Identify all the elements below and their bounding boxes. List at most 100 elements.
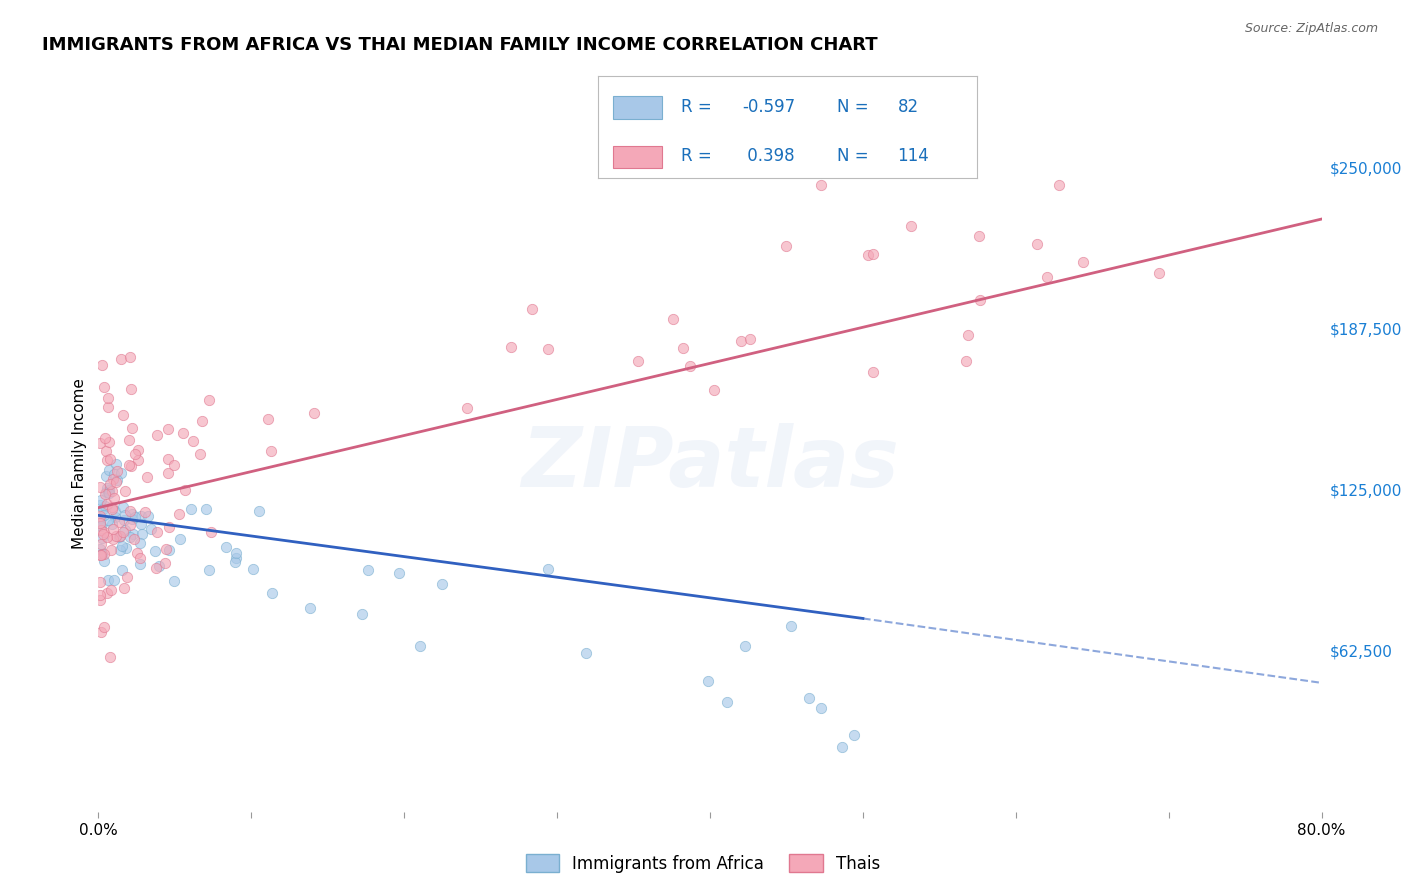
Point — [89, 516, 111, 530]
Point — [100, 476, 122, 491]
Point — [98, 463, 121, 477]
Point — [108, 529, 131, 543]
Point — [247, 504, 270, 518]
Point — [112, 525, 135, 540]
Point — [110, 351, 132, 366]
Point — [730, 334, 752, 349]
Point — [432, 576, 454, 591]
Point — [129, 557, 152, 571]
Point — [350, 607, 373, 622]
Point — [108, 542, 131, 557]
Point — [409, 639, 432, 653]
Point — [90, 519, 112, 533]
Point — [98, 486, 121, 500]
Point — [169, 532, 191, 546]
Point — [856, 248, 879, 262]
Point — [215, 540, 238, 554]
Point — [89, 588, 111, 602]
Point — [98, 434, 121, 449]
Point — [96, 530, 118, 544]
Point — [93, 527, 115, 541]
Point — [388, 566, 411, 580]
Point — [108, 529, 131, 543]
Point — [157, 451, 180, 466]
Point — [90, 531, 112, 545]
Point — [121, 526, 143, 541]
Point — [198, 392, 221, 407]
Point — [156, 466, 179, 480]
Point — [167, 507, 190, 521]
Point — [98, 452, 121, 467]
Point — [157, 520, 180, 534]
Text: -0.597: -0.597 — [742, 97, 794, 116]
Point — [200, 524, 222, 539]
Point — [124, 532, 146, 546]
Point — [107, 473, 129, 487]
Point — [129, 508, 152, 523]
Point — [799, 690, 821, 705]
Point — [120, 350, 142, 364]
Point — [105, 464, 128, 478]
Point — [260, 444, 283, 458]
Point — [108, 530, 131, 544]
Point — [242, 562, 264, 576]
Text: R =: R = — [681, 147, 717, 165]
Point — [1047, 178, 1070, 192]
Point — [114, 484, 136, 499]
Point — [108, 515, 131, 529]
Point — [957, 328, 980, 343]
Point — [679, 359, 702, 373]
Point — [121, 507, 143, 521]
Point — [734, 640, 756, 654]
Point — [101, 517, 124, 532]
Point — [103, 472, 125, 486]
Point — [135, 470, 157, 484]
Point — [257, 412, 280, 426]
Point — [155, 541, 177, 556]
Point — [104, 510, 127, 524]
Point — [93, 620, 115, 634]
Point — [91, 548, 114, 562]
Point — [112, 500, 135, 515]
Point — [738, 332, 761, 346]
Point — [1025, 237, 1047, 252]
Point — [260, 586, 283, 600]
Point — [100, 500, 122, 514]
Text: R =: R = — [681, 97, 717, 116]
Point — [89, 541, 111, 556]
Point — [120, 382, 142, 396]
Point — [103, 491, 125, 505]
Point — [831, 740, 853, 755]
Point — [93, 508, 115, 522]
Point — [101, 522, 124, 536]
Point — [118, 433, 141, 447]
Point — [779, 619, 801, 633]
Point — [145, 561, 167, 575]
Point — [118, 518, 141, 533]
Point — [96, 586, 118, 600]
Point — [456, 401, 478, 415]
Point — [197, 563, 219, 577]
Point — [862, 247, 884, 261]
Point — [100, 650, 122, 665]
FancyBboxPatch shape — [613, 96, 662, 119]
Point — [103, 467, 125, 481]
Point — [575, 646, 598, 660]
Point — [89, 498, 111, 512]
Point — [112, 512, 135, 526]
Point — [96, 485, 118, 500]
Point — [224, 555, 246, 569]
Point — [94, 431, 117, 445]
Point — [121, 512, 143, 526]
Point — [125, 545, 148, 559]
Point — [97, 401, 120, 415]
Text: N =: N = — [837, 147, 873, 165]
Point — [357, 563, 380, 577]
Point — [90, 537, 112, 551]
Point — [810, 701, 832, 715]
Point — [143, 543, 166, 558]
Point — [89, 593, 111, 607]
Point — [967, 228, 990, 243]
Point — [191, 414, 214, 428]
Point — [121, 420, 143, 434]
